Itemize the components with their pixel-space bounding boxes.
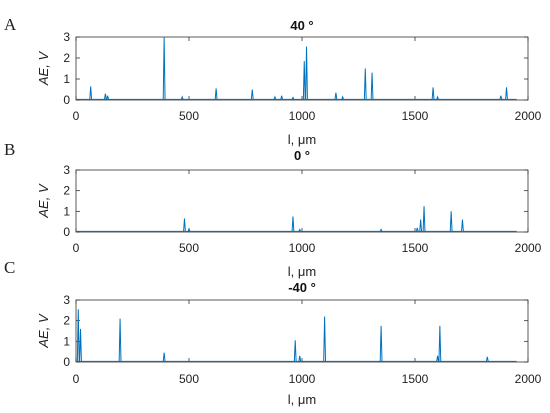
plot-area xyxy=(75,299,529,363)
peak xyxy=(302,61,306,100)
peak xyxy=(291,96,295,100)
y-axis-label: AE, V xyxy=(36,183,51,219)
peak xyxy=(422,206,426,232)
x-tick-label: 500 xyxy=(179,109,199,123)
series xyxy=(76,36,517,100)
peak xyxy=(438,325,442,362)
x-axis-label: l, μm xyxy=(288,392,316,407)
peak xyxy=(103,93,107,100)
plot-area xyxy=(75,36,529,101)
x-tick-label: 2000 xyxy=(515,372,542,386)
y-axis: 0 1 2 3 xyxy=(63,163,528,239)
peak xyxy=(79,328,82,362)
x-axis: 0 500 1000 1500 2000 xyxy=(73,170,542,255)
peak xyxy=(499,95,503,100)
x-tick-label: 500 xyxy=(179,372,199,386)
panel-letter: C xyxy=(4,258,15,277)
y-tick-label: 1 xyxy=(63,204,70,218)
peak xyxy=(419,219,423,232)
panel-b: B 0 ° 0 500 1000 1500 2000 0 1 2 3 l, μm AE, V xyxy=(4,140,542,279)
peak xyxy=(485,356,489,362)
peak xyxy=(334,92,338,100)
y-tick-label: 3 xyxy=(63,30,70,44)
peak xyxy=(106,95,110,100)
peak xyxy=(461,219,464,232)
y-tick-label: 3 xyxy=(63,293,70,307)
peak xyxy=(298,355,302,362)
peak xyxy=(118,318,122,362)
x-tick-label: 1000 xyxy=(289,109,316,123)
x-tick-label: 2000 xyxy=(515,241,542,255)
x-axis-label: l, μm xyxy=(288,132,316,147)
y-axis: 0 1 2 3 xyxy=(63,30,528,107)
peak xyxy=(89,86,93,100)
peak xyxy=(293,340,297,362)
panel-letter: B xyxy=(4,140,15,159)
peak xyxy=(298,228,302,232)
peak xyxy=(273,95,277,100)
y-tick-label: 2 xyxy=(63,184,70,198)
plot-area xyxy=(75,169,529,233)
chart-title: 40 ° xyxy=(290,18,313,33)
x-tick-label: 1000 xyxy=(289,241,316,255)
y-tick-label: 3 xyxy=(63,163,70,177)
peak xyxy=(162,352,166,362)
peak xyxy=(162,36,166,100)
x-tick-label: 1000 xyxy=(289,372,316,386)
panel-c: C -40 ° 0 500 1000 1500 2000 0 1 2 3 l, μm AE, V xyxy=(4,258,542,407)
peak xyxy=(76,309,80,362)
peak xyxy=(280,95,284,100)
peak xyxy=(415,227,419,232)
peak xyxy=(370,72,374,100)
x-tick-label: 1500 xyxy=(402,109,429,123)
peak xyxy=(505,87,508,100)
panel-a: A 40 ° 0 500 1000 1500 2000 0 1 2 3 l, μm AE, V xyxy=(4,15,542,147)
x-tick-label: 1500 xyxy=(402,241,429,255)
series xyxy=(76,206,517,232)
peak xyxy=(305,46,308,100)
x-tick-label: 0 xyxy=(73,241,80,255)
x-tick-label: 500 xyxy=(179,241,199,255)
peak xyxy=(436,95,439,100)
x-tick-label: 2000 xyxy=(515,109,542,123)
x-axis: 0 500 1000 1500 2000 xyxy=(73,37,542,123)
y-axis-label: AE, V xyxy=(36,313,51,349)
peak xyxy=(214,88,218,100)
y-tick-label: 2 xyxy=(63,314,70,328)
y-tick-label: 1 xyxy=(63,72,70,86)
chart-title: -40 ° xyxy=(288,280,316,295)
peak xyxy=(180,95,184,100)
peak xyxy=(291,216,295,232)
y-axis-label: AE, V xyxy=(36,51,51,87)
x-tick-label: 0 xyxy=(73,372,80,386)
y-tick-label: 0 xyxy=(63,225,70,239)
peak xyxy=(449,211,453,232)
chart-title: 0 ° xyxy=(294,148,310,163)
x-tick-label: 0 xyxy=(73,109,80,123)
x-axis-label: l, μm xyxy=(288,264,316,279)
y-tick-label: 0 xyxy=(63,93,70,107)
peak xyxy=(379,228,383,232)
y-tick-label: 0 xyxy=(63,355,70,369)
peak xyxy=(187,227,191,232)
peak xyxy=(183,218,186,232)
x-tick-label: 1500 xyxy=(402,372,429,386)
peak xyxy=(323,316,327,362)
peak xyxy=(436,355,439,362)
panel-letter: A xyxy=(4,15,17,34)
y-tick-label: 2 xyxy=(63,51,70,65)
peak xyxy=(250,89,254,100)
peak xyxy=(341,95,345,100)
peak xyxy=(363,68,367,100)
y-tick-label: 1 xyxy=(63,334,70,348)
x-axis: 0 500 1000 1500 2000 xyxy=(73,300,542,386)
peak xyxy=(379,325,383,362)
peak xyxy=(431,87,435,100)
series xyxy=(76,309,517,362)
